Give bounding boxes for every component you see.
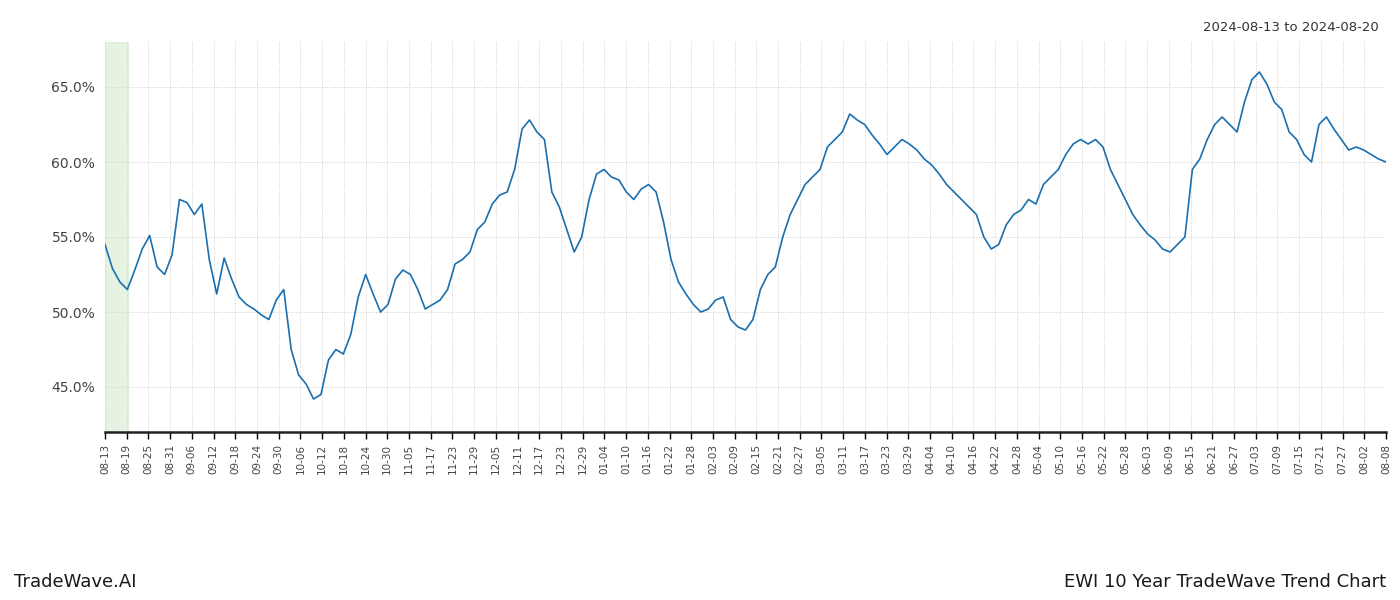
Text: EWI 10 Year TradeWave Trend Chart: EWI 10 Year TradeWave Trend Chart <box>1064 573 1386 591</box>
Text: 2024-08-13 to 2024-08-20: 2024-08-13 to 2024-08-20 <box>1203 21 1379 34</box>
Bar <box>105 42 127 432</box>
Text: TradeWave.AI: TradeWave.AI <box>14 573 137 591</box>
